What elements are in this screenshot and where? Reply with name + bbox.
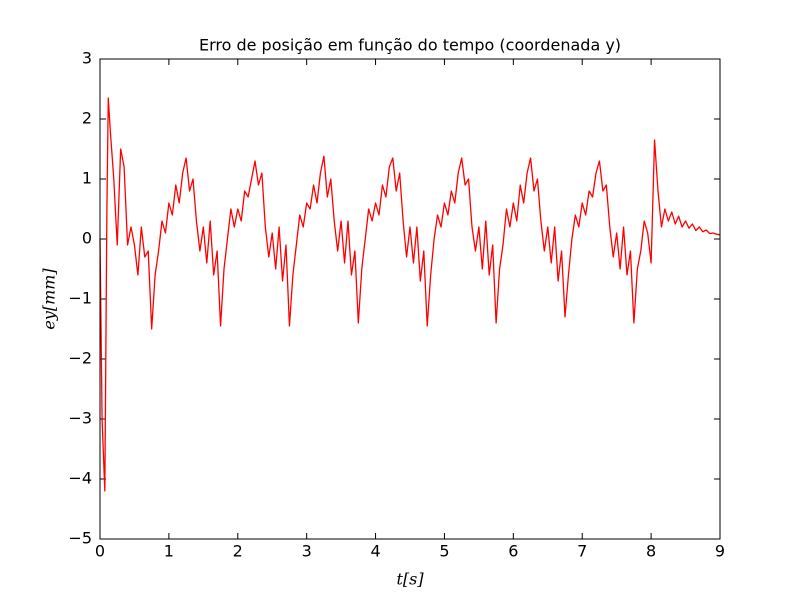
y-tick-label: −3 [68, 409, 92, 428]
y-tick-label: −5 [68, 529, 92, 548]
x-tick-label: 7 [577, 542, 587, 561]
y-tick-label: 0 [82, 229, 92, 248]
x-tick-label: 3 [302, 542, 312, 561]
data-line [99, 97, 721, 492]
x-tick-label: 8 [646, 542, 656, 561]
x-tick-label: 5 [439, 542, 449, 561]
y-tick-label: −1 [68, 289, 92, 308]
x-tick-label: 2 [233, 542, 243, 561]
y-tick-label: 2 [82, 109, 92, 128]
plot-frame [99, 58, 721, 540]
y-tick-label: −2 [68, 349, 92, 368]
y-axis-label: ey[mm] [40, 268, 59, 330]
x-tick-label: 1 [164, 542, 174, 561]
y-tick-label: 1 [82, 169, 92, 188]
y-tick-label: 3 [82, 49, 92, 68]
x-tick-label: 6 [508, 542, 518, 561]
chart-title: Erro de posição em função do tempo (coor… [199, 36, 621, 55]
x-tick-label: 0 [95, 542, 105, 561]
y-tick-label: −4 [68, 469, 92, 488]
x-tick-label: 4 [370, 542, 380, 561]
x-tick-label: 9 [715, 542, 725, 561]
x-axis-label: t[s] [396, 570, 424, 589]
